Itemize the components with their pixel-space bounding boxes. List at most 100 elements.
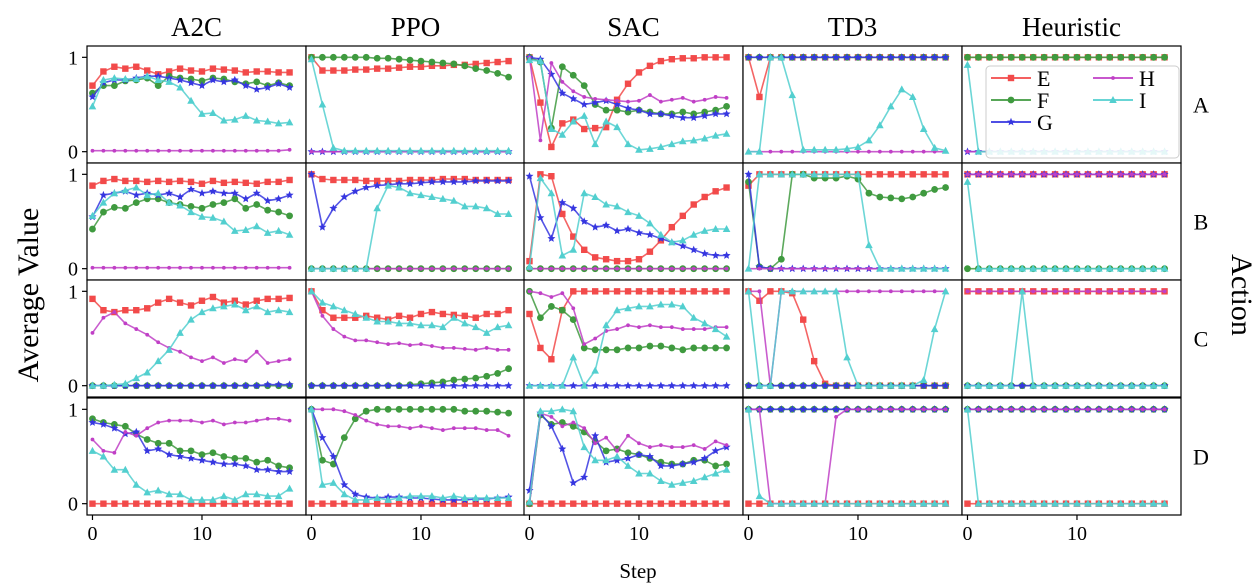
data-point-G-1	[755, 53, 764, 61]
series-I-C-SAC	[525, 300, 731, 389]
data-point-H-9	[845, 407, 849, 412]
data-point-I-10	[198, 109, 206, 117]
data-point-F-15	[472, 374, 480, 382]
data-point-I-0	[525, 497, 534, 505]
data-point-I-11	[1084, 381, 1092, 389]
data-point-I-10	[635, 302, 643, 310]
data-point-G-6	[154, 381, 163, 390]
data-point-E-15	[472, 314, 479, 321]
data-point-I-14	[460, 202, 469, 210]
data-point-I-18	[504, 494, 513, 502]
data-point-H-9	[189, 355, 193, 360]
series-I-C-Heuristic	[963, 287, 1169, 389]
data-point-H-13	[888, 407, 893, 412]
data-point-F-11	[865, 189, 873, 197]
data-point-I-6	[373, 204, 381, 212]
data-point-G-2	[110, 424, 119, 432]
data-point-H-9	[1064, 407, 1068, 412]
data-point-G-13	[230, 189, 239, 197]
data-point-E-2	[111, 175, 118, 183]
data-point-G-12	[219, 77, 228, 86]
data-point-H-13	[1107, 407, 1112, 412]
data-point-G-0	[525, 486, 534, 494]
data-point-G-6	[810, 381, 819, 390]
data-point-I-18	[941, 146, 950, 154]
data-point-H-5	[145, 332, 150, 337]
data-point-G-12	[656, 381, 665, 390]
data-point-E-6	[591, 500, 599, 507]
data-point-H-14	[462, 346, 467, 351]
data-point-I-6	[591, 192, 599, 200]
data-point-E-17	[712, 288, 719, 295]
data-point-I-12	[220, 492, 228, 500]
data-point-E-6	[591, 288, 599, 295]
data-point-I-11	[646, 469, 654, 477]
data-point-H-7	[386, 342, 391, 347]
legend-entry-E: E	[991, 66, 1050, 91]
data-point-F-9	[1062, 53, 1070, 61]
data-point-H-16	[484, 428, 489, 432]
data-point-E-12	[220, 179, 228, 187]
data-point-I-12	[876, 381, 884, 389]
data-point-I-13	[1106, 381, 1114, 389]
data-point-I-5	[799, 170, 808, 178]
series-I-D-SAC	[525, 405, 731, 505]
column-title-A2C: A2C	[171, 12, 222, 42]
column-title-TD3: TD3	[828, 12, 878, 42]
data-point-I-10	[1073, 381, 1081, 389]
data-point-H-15	[691, 99, 696, 104]
data-point-I-3	[340, 264, 349, 272]
panel-frame-C-A2C	[87, 280, 306, 397]
data-point-I-12	[657, 142, 665, 150]
data-point-G-14	[678, 459, 687, 468]
data-point-I-1	[974, 381, 983, 389]
data-point-E-11	[428, 308, 436, 316]
data-point-I-8	[613, 202, 621, 210]
data-point-G-17	[930, 381, 939, 390]
data-point-I-3	[340, 146, 349, 154]
data-point-H-18	[287, 357, 292, 362]
data-point-I-15	[471, 146, 480, 154]
data-point-G-4	[788, 381, 797, 390]
data-point-F-4	[569, 422, 577, 430]
data-point-H-6	[812, 266, 817, 271]
series-I-D-PPO	[307, 405, 513, 503]
data-point-H-10	[637, 98, 641, 103]
data-point-E-7	[602, 256, 610, 263]
data-point-I-14	[897, 499, 906, 507]
data-point-F-11	[209, 201, 217, 208]
panel-C-SAC	[523, 279, 744, 398]
data-point-I-0	[963, 177, 972, 185]
data-point-E-17	[275, 69, 282, 76]
data-point-I-9	[187, 96, 195, 104]
data-point-H-10	[1075, 172, 1079, 177]
data-point-I-3	[558, 130, 567, 138]
data-point-I-8	[613, 452, 621, 460]
data-point-E-16	[483, 310, 490, 318]
data-point-H-18	[1162, 289, 1167, 294]
data-point-H-10	[419, 266, 423, 271]
data-point-I-1	[536, 381, 545, 389]
data-point-H-14	[899, 289, 904, 294]
data-point-F-10	[635, 344, 643, 352]
data-point-G-7	[165, 189, 174, 197]
data-point-G-16	[263, 465, 272, 474]
data-point-H-9	[626, 266, 630, 271]
data-point-E-16	[701, 500, 708, 507]
data-point-I-12	[657, 477, 665, 485]
data-point-E-17	[712, 188, 719, 195]
data-point-G-7	[821, 405, 830, 413]
data-point-H-2	[768, 149, 773, 154]
data-point-E-1	[100, 177, 107, 185]
data-point-I-10	[635, 145, 643, 153]
data-point-H-8	[615, 327, 619, 331]
data-point-H-5	[582, 426, 587, 431]
data-point-I-0	[744, 264, 753, 272]
data-point-G-13	[667, 381, 676, 390]
data-point-F-3	[121, 422, 129, 430]
data-point-I-12	[876, 499, 884, 507]
data-point-I-5	[580, 381, 589, 389]
data-point-G-12	[875, 53, 884, 61]
data-point-H-11	[648, 323, 652, 328]
data-point-E-4	[133, 63, 140, 70]
